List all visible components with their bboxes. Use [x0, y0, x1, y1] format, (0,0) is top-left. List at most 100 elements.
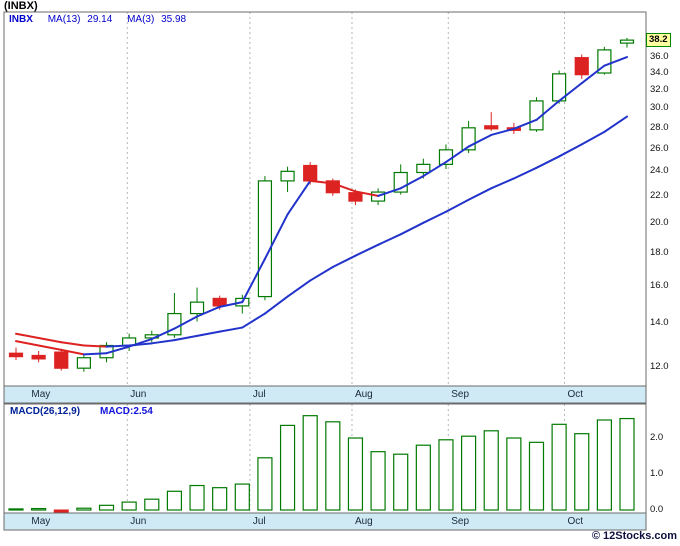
- ma-line-segment: [512, 118, 538, 130]
- macd-current-value: MACD:2.54: [100, 406, 153, 417]
- macd-bar: [347, 437, 364, 511]
- ma-line-segment: [331, 182, 357, 193]
- ma-line-segment: [82, 344, 108, 348]
- ma-line-segment: [512, 166, 538, 180]
- ma-line-segment: [218, 326, 244, 333]
- ma-line-segment: [603, 115, 629, 133]
- candle-body: [31, 354, 46, 360]
- macd-bar: [98, 504, 115, 511]
- macd-bar: [483, 430, 499, 511]
- candle-body: [348, 192, 363, 202]
- macd-axis-label: 1.0: [650, 468, 664, 479]
- month-label: May: [31, 389, 51, 400]
- macd-axis-label: 0.0: [650, 504, 664, 515]
- ma-line-segment: [37, 336, 63, 344]
- macd-indicator-label: MACD(26,12,9): [10, 406, 81, 417]
- ma-line-segment: [558, 82, 583, 102]
- ma-line-segment: [309, 179, 334, 185]
- macd-bar: [574, 433, 590, 511]
- ma-line-segment: [263, 295, 289, 315]
- macd-bar: [325, 421, 341, 511]
- ma-line-segment: [15, 332, 40, 339]
- ma-line-segment: [444, 145, 470, 164]
- macd-bar: [596, 419, 612, 511]
- ma-line-segment: [196, 305, 221, 318]
- macd-bar: [528, 441, 545, 511]
- macd-bar: [393, 453, 409, 511]
- price-axis-label: 18.0: [650, 246, 669, 258]
- candle-body: [574, 57, 589, 76]
- candle-body: [280, 170, 295, 182]
- month-label: Jun: [130, 516, 147, 527]
- macd-bar: [31, 507, 47, 511]
- ma-line-segment: [331, 254, 357, 269]
- ma-line-segment: [218, 301, 244, 308]
- macd-bar: [166, 490, 183, 511]
- candle-body: [416, 163, 431, 174]
- ma-line-segment: [173, 334, 199, 342]
- month-label: Jul: [252, 389, 266, 400]
- ma-line-segment: [580, 130, 606, 146]
- legend-ma3-label: MA(3): [127, 14, 155, 25]
- ma-line-segment: [286, 279, 312, 298]
- macd-bar: [619, 417, 635, 511]
- macd-axis-label: 2.0: [650, 432, 664, 443]
- price-axis-label: 20.0: [650, 216, 669, 228]
- ma-line-segment: [422, 161, 447, 178]
- ma-line-segment: [490, 127, 515, 136]
- ma-line-segment: [173, 315, 199, 330]
- ma-line-segment: [105, 344, 131, 348]
- price-axis-label: 34.0: [650, 67, 669, 78]
- ma-line-segment: [490, 177, 515, 190]
- ma-line-segment: [580, 64, 606, 85]
- candle-body: [189, 301, 205, 315]
- macd-bar: [144, 498, 160, 511]
- macd-bar: [461, 435, 477, 511]
- ma-line-segment: [354, 243, 380, 257]
- candle-body: [257, 180, 273, 298]
- price-axis-label: 36.0: [650, 50, 669, 62]
- ma-line-segment: [467, 187, 493, 201]
- ma-line-segment: [467, 133, 493, 148]
- ma-line-segment: [150, 339, 176, 345]
- price-axis-label: 22.0: [650, 189, 669, 201]
- macd-bar: [76, 507, 92, 511]
- legend-ma13-label: MA(13): [47, 14, 81, 25]
- ma-line-segment: [444, 198, 470, 213]
- month-label: Jul: [252, 516, 266, 527]
- candle-body: [484, 125, 499, 130]
- ma-line-segment: [37, 344, 63, 351]
- price-axis-label: 12.0: [650, 361, 669, 372]
- ma-line-segment: [15, 340, 40, 347]
- chart-legend: INBX MA(13) 29.14 MA(3) 35.98: [9, 14, 198, 25]
- candle-body: [8, 352, 24, 358]
- macd-bar: [302, 415, 318, 511]
- candle-body: [325, 180, 340, 194]
- month-label: Sep: [451, 389, 470, 400]
- month-label: Aug: [354, 389, 373, 400]
- price-axis-label: 28.0: [650, 121, 669, 133]
- ma-line-segment: [535, 99, 561, 121]
- price-axis-label: 16.0: [650, 279, 669, 291]
- price-axis-label: 30.0: [650, 102, 669, 114]
- macd-bar: [551, 423, 567, 511]
- price-axis-label: 24.0: [650, 165, 669, 177]
- macd-bar: [279, 424, 296, 511]
- candle-body: [303, 164, 318, 182]
- macd-bar: [257, 457, 273, 511]
- month-label: Jun: [130, 389, 147, 400]
- macd-bar: [370, 451, 386, 511]
- price-axis-label: 32.0: [650, 84, 669, 96]
- ma-line-segment: [286, 179, 312, 216]
- legend-ma13-value: 29.14: [87, 14, 113, 25]
- ma-line-segment: [399, 175, 425, 190]
- macd-bar: [415, 444, 431, 511]
- legend-symbol: INBX: [9, 14, 33, 25]
- candle-body: [76, 357, 91, 369]
- ma-line-segment: [241, 257, 266, 304]
- month-label: May: [31, 516, 51, 527]
- ma-line-segment: [354, 190, 380, 197]
- legend-ma3-value: 35.98: [161, 14, 187, 25]
